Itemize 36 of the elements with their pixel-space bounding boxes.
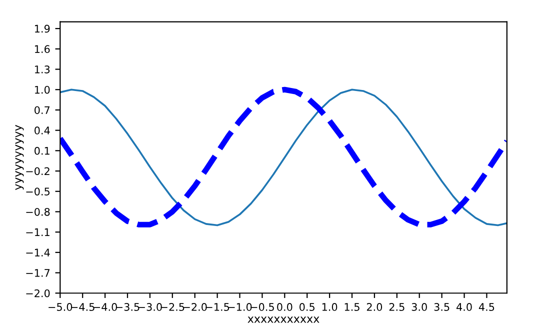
y-tick-label: 1.9 — [35, 24, 50, 33]
x-tick-label: −2.5 — [160, 303, 184, 311]
x-tick-label: −4.5 — [71, 303, 94, 311]
x-tick-label: 0.5 — [300, 303, 314, 311]
y-tick-label: 1.0 — [35, 86, 50, 94]
x-tick-label: 3.5 — [434, 303, 450, 311]
x-tick-label: 4.5 — [478, 303, 494, 311]
y-tick-label: −1.7 — [26, 269, 50, 277]
y-tick-label: −0.2 — [26, 167, 50, 176]
y-tick-label: −1.4 — [26, 248, 50, 256]
x-axis-title: xxxxxxxxxxx — [248, 316, 320, 323]
x-tick-label: 1.0 — [322, 303, 338, 311]
x-tick-label: −2.0 — [183, 303, 207, 311]
y-tick-label: −2.0 — [26, 289, 50, 298]
y-axis-title: yyyyyyyyyy — [15, 124, 24, 190]
y-tick-label: 0.7 — [34, 106, 50, 114]
x-tick-label: 4.0 — [456, 303, 472, 311]
y-tick-label: 0.4 — [34, 126, 50, 134]
y-tick-label: 0.1 — [34, 146, 50, 155]
x-tick-label: −1.0 — [228, 303, 252, 311]
x-tick-label: −4.0 — [94, 303, 117, 311]
x-tick-label: 0.0 — [277, 303, 292, 311]
y-tick-label: −1.1 — [26, 228, 50, 236]
y-tick-label: 1.3 — [35, 65, 50, 74]
y-tick-label: −0.8 — [26, 208, 50, 216]
y-tick-label: 1.6 — [35, 45, 50, 54]
x-tick-label: 1.5 — [344, 303, 360, 311]
x-tick-label: 2.0 — [366, 303, 382, 311]
x-tick-label: −0.5 — [250, 303, 274, 311]
x-tick-label: −3.5 — [116, 303, 140, 311]
x-tick-label: −1.5 — [206, 303, 230, 311]
x-tick-label: 3.0 — [412, 303, 427, 311]
x-tick-label: −5.0 — [48, 303, 72, 311]
y-tick-label: −0.5 — [26, 188, 50, 196]
x-tick-label: 2.5 — [389, 303, 404, 311]
x-tick-label: −3.0 — [138, 303, 162, 311]
